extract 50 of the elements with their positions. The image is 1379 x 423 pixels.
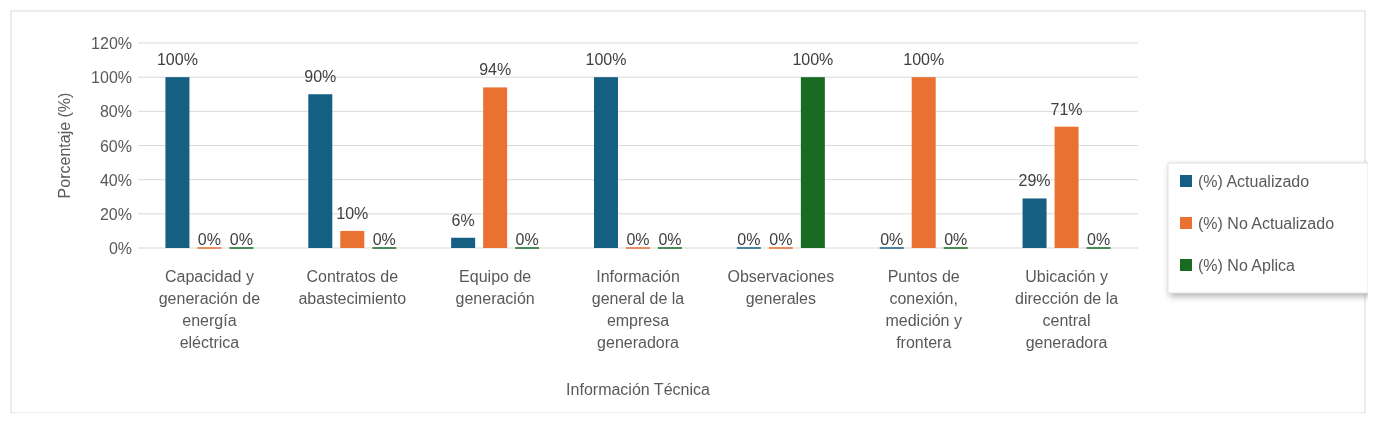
data-label: 29% xyxy=(1018,172,1051,190)
data-label: 90% xyxy=(304,68,337,86)
x-axis-title: Información Técnica xyxy=(566,381,710,398)
data-label: 0% xyxy=(372,231,396,248)
data-label: 0% xyxy=(515,231,539,248)
x-tick-label: Equipo de generación xyxy=(455,268,535,307)
legend-label: (%) No Aplica xyxy=(1198,257,1296,274)
bar xyxy=(308,94,333,248)
data-label: 0% xyxy=(737,231,761,248)
data-label: 100% xyxy=(156,51,198,69)
data-label: 0% xyxy=(880,231,904,248)
legend-label: (%) No Actualizado xyxy=(1198,215,1335,232)
bar xyxy=(594,77,618,248)
x-tick-label: Información general de la empresa generadora xyxy=(591,268,685,351)
data-label: 0% xyxy=(1087,231,1111,248)
data-label: 71% xyxy=(1050,100,1083,118)
data-label: 0% xyxy=(626,231,650,248)
data-label: 10% xyxy=(336,204,369,222)
bar xyxy=(340,230,365,248)
bar xyxy=(1022,198,1047,248)
data-label: 94% xyxy=(479,61,512,79)
data-label: 0% xyxy=(229,231,253,248)
data-label: 100% xyxy=(792,51,834,69)
x-tick-label: Ubicación y dirección de la central generadora xyxy=(1014,268,1119,351)
data-label: 0% xyxy=(197,231,221,248)
x-tick-label: Contratos de abastecimiento xyxy=(298,268,407,307)
y-tick-label: 20% xyxy=(99,205,132,223)
bar xyxy=(165,77,190,248)
y-tick-label: 100% xyxy=(91,69,132,87)
y-tick-label: 120% xyxy=(91,35,132,52)
data-label: 0% xyxy=(944,231,968,248)
legend-label: (%) Actualizado xyxy=(1198,173,1310,190)
x-tick-label: Observaciones generales xyxy=(727,268,835,307)
x-tick-label: Capacidad y generación de energía eléctrica xyxy=(158,268,261,351)
data-label: 100% xyxy=(903,51,945,69)
bar xyxy=(911,77,936,248)
bar xyxy=(800,77,825,248)
y-tick-label: 80% xyxy=(99,103,132,121)
x-tick-label: Puntos de conexión, medición y frontera xyxy=(885,268,962,351)
y-tick-label: 0% xyxy=(108,240,132,257)
y-axis-title: Porcentaje (%) xyxy=(56,92,73,199)
bar xyxy=(451,237,476,248)
bar xyxy=(483,87,508,248)
data-label: 0% xyxy=(769,231,793,248)
bar xyxy=(1054,126,1079,248)
data-label: 0% xyxy=(658,231,682,248)
data-label: 100% xyxy=(585,51,627,69)
data-label: 6% xyxy=(451,211,475,229)
y-tick-label: 40% xyxy=(99,171,132,189)
y-tick-label: 60% xyxy=(99,137,132,155)
